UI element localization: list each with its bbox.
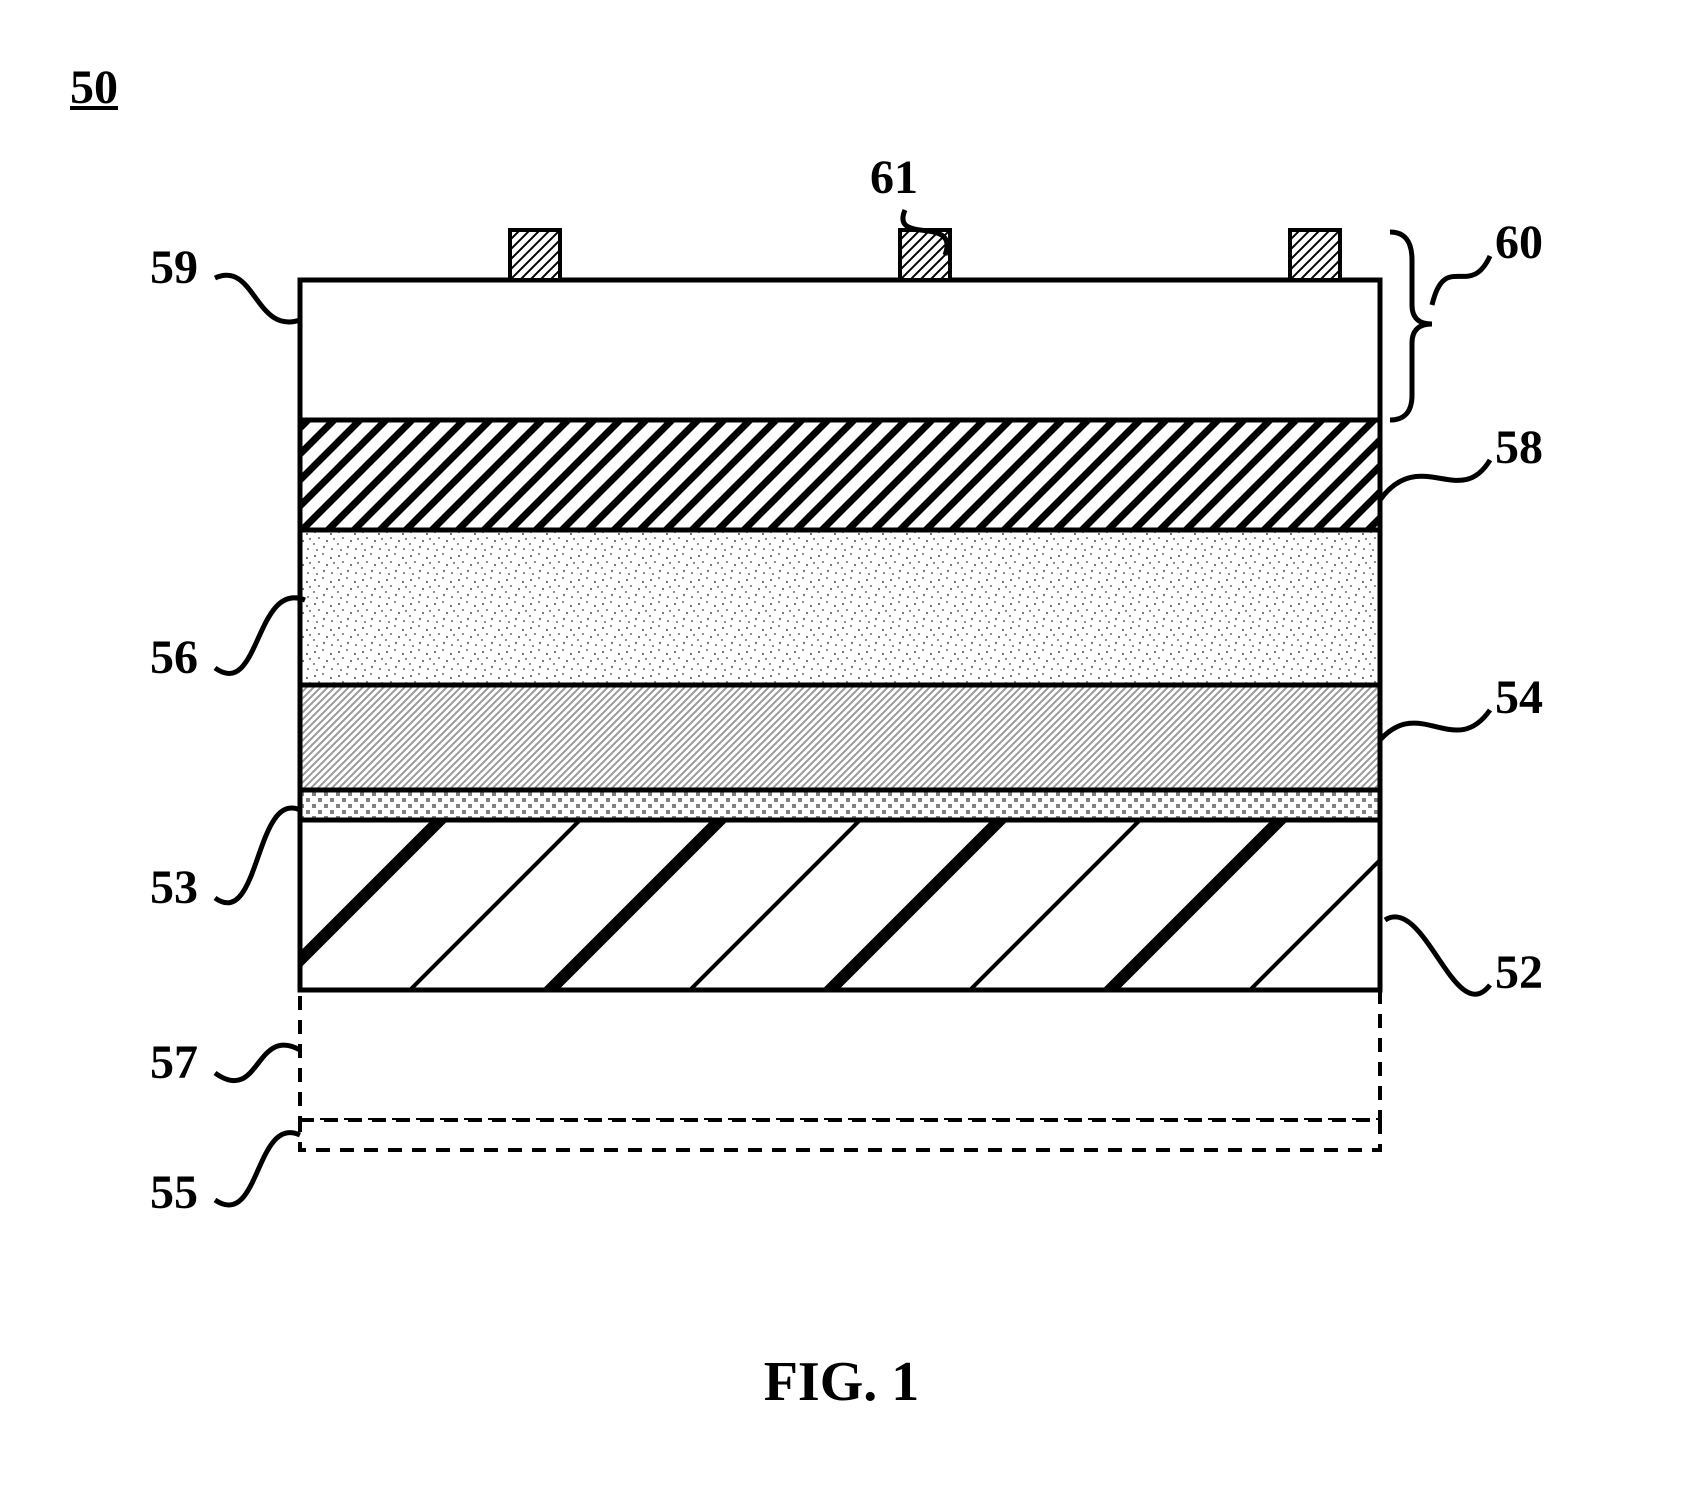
figure-caption: FIG. 1 (0, 1350, 1683, 1414)
layer-55 (300, 1120, 1380, 1150)
layer-59 (300, 280, 1380, 420)
callout-54: 54 (1495, 670, 1543, 725)
layer-56 (300, 530, 1380, 685)
layer-53 (300, 790, 1380, 820)
callout-60: 60 (1495, 215, 1543, 270)
layer-58 (300, 420, 1380, 530)
callout-61: 61 (870, 150, 918, 205)
layer-57 (300, 990, 1380, 1120)
callout-59: 59 (150, 240, 198, 295)
callout-56: 56 (150, 630, 198, 685)
callout-55: 55 (150, 1165, 198, 1220)
layer-52 (300, 820, 1380, 990)
layer-stack-diagram (0, 0, 1683, 1495)
figure-page: 50 (0, 0, 1683, 1495)
callout-53: 53 (150, 860, 198, 915)
callout-58: 58 (1495, 420, 1543, 475)
callout-57: 57 (150, 1035, 198, 1090)
brace-60 (1390, 232, 1432, 420)
nubs-61 (510, 230, 1340, 280)
layer-54 (300, 685, 1380, 790)
callout-52: 52 (1495, 945, 1543, 1000)
